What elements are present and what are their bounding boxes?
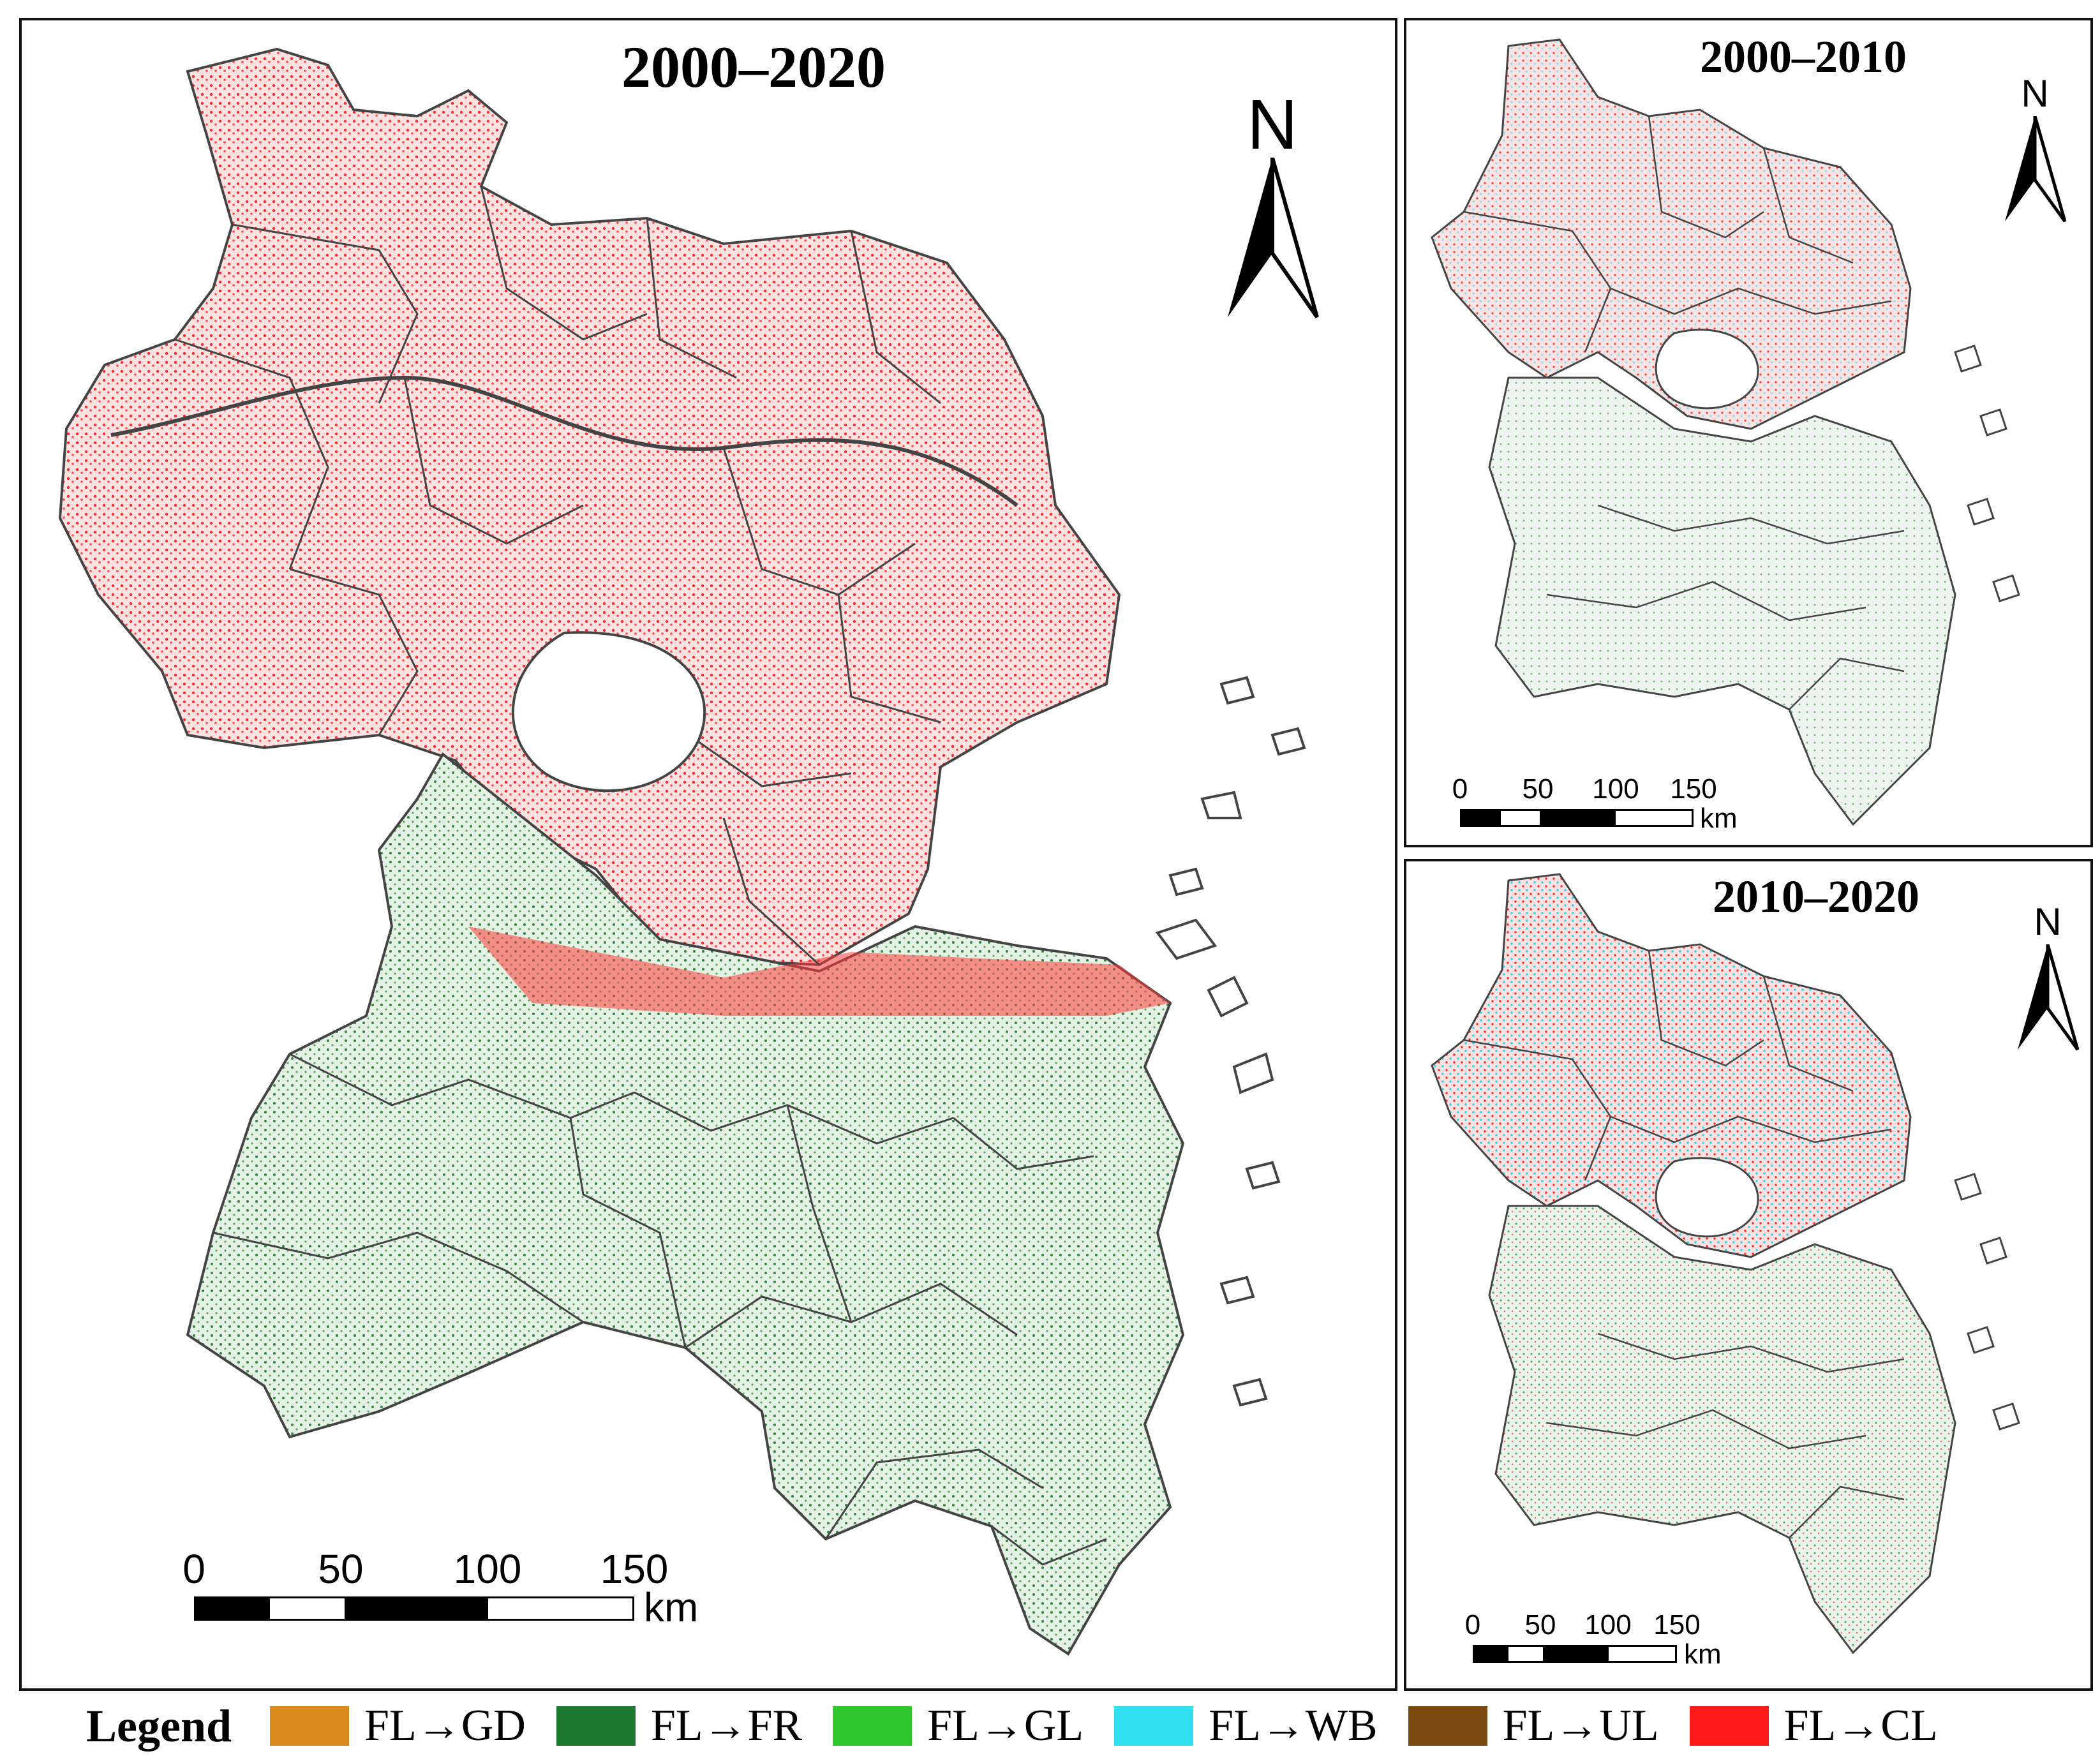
panel-title: 2000–2010 xyxy=(1700,31,1907,82)
north-label: N xyxy=(1247,86,1298,164)
region-map xyxy=(1431,873,2020,1655)
legend-label: FL→GL xyxy=(927,1701,1084,1750)
scale-tick: 100 xyxy=(1584,1609,1632,1640)
scale-bar: 0 50 100 150 km xyxy=(181,1545,698,1635)
scale-unit: km xyxy=(1700,803,1738,834)
scale-tick: 150 xyxy=(600,1546,669,1592)
legend-swatch xyxy=(833,1706,912,1746)
legend-item-ul: FL→UL xyxy=(1408,1700,1659,1752)
region-map xyxy=(1431,38,2020,826)
north-label: N xyxy=(2034,900,2062,943)
scale-tick: 50 xyxy=(1524,1609,1556,1640)
lake xyxy=(1655,1157,1759,1238)
offshore-islands xyxy=(1954,1173,2020,1431)
region-map xyxy=(58,47,1306,1656)
scale-bar-segments xyxy=(1473,1645,1677,1663)
legend-label: FL→UL xyxy=(1502,1701,1659,1750)
legend-label: FL→WB xyxy=(1209,1701,1378,1750)
river xyxy=(110,375,1018,507)
scale-unit: km xyxy=(1684,1639,1722,1670)
offshore-islands xyxy=(1954,345,2020,602)
central-urban-band xyxy=(468,926,1170,1016)
panel-title: 2000–2020 xyxy=(622,34,886,100)
legend-label: FL→FR xyxy=(650,1701,803,1750)
scale-tick: 100 xyxy=(453,1546,522,1592)
north-arrow-icon xyxy=(2005,116,2067,223)
north-arrow: N xyxy=(2000,71,2070,244)
scale-bar: 0 50 100 150 km xyxy=(1464,1609,1783,1673)
scale-tick: 50 xyxy=(318,1546,364,1592)
north-arrow: N xyxy=(2013,900,2083,1072)
southern-region xyxy=(1488,376,1956,826)
scale-tick: 0 xyxy=(1464,1609,1481,1640)
offshore-islands xyxy=(1155,676,1306,1407)
legend-swatch xyxy=(1689,1706,1769,1746)
map-panel-2000-2020: 2000–2020 N 0 50 100 150 km xyxy=(19,18,1397,1691)
scale-bar-segments xyxy=(1460,809,1694,827)
northern-region xyxy=(1431,38,1912,430)
district-boundaries xyxy=(1463,950,1905,1538)
scale-bar-segments xyxy=(194,1596,634,1621)
north-arrow: N xyxy=(1221,84,1323,327)
map-panel-2010-2020: 2010–2020 N 0 50 100 150 km xyxy=(1404,859,2093,1691)
legend-item-wb: FL→WB xyxy=(1114,1700,1378,1752)
northern-cropland-region xyxy=(58,47,1121,967)
legend-swatch xyxy=(1408,1706,1487,1746)
legend-label: FL→CL xyxy=(1784,1701,1938,1750)
legend-item-fr: FL→FR xyxy=(556,1700,802,1752)
scale-tick: 50 xyxy=(1522,773,1554,805)
legend-item-gd: FL→GD xyxy=(270,1700,526,1752)
legend-item-gl: FL→GL xyxy=(833,1700,1084,1752)
scale-tick: 0 xyxy=(1452,773,1468,805)
north-arrow-icon xyxy=(2018,944,2080,1051)
district-boundaries xyxy=(174,186,1107,1566)
map-panel-2000-2010: 2000–2010 N 0 50 100 150 km xyxy=(1404,18,2093,847)
panel-title: 2010–2020 xyxy=(1713,871,1919,922)
legend-swatch xyxy=(1114,1706,1194,1746)
legend-label: FL→GD xyxy=(364,1701,526,1750)
scale-tick: 100 xyxy=(1592,773,1639,805)
scale-tick: 0 xyxy=(182,1546,205,1592)
north-arrow-icon xyxy=(1228,158,1319,318)
district-boundaries xyxy=(1463,115,1905,710)
scale-unit: km xyxy=(644,1584,699,1630)
north-label: N xyxy=(2021,72,2049,115)
legend: Legend FL→GD FL→FR FL→GL FL→WB FL→UL FL→… xyxy=(86,1697,1969,1755)
lake xyxy=(1655,329,1759,410)
legend-swatch xyxy=(270,1706,350,1746)
northern-region xyxy=(1431,873,1912,1258)
legend-swatch xyxy=(556,1706,636,1746)
lake xyxy=(511,631,706,792)
legend-item-cl: FL→CL xyxy=(1689,1700,1938,1752)
scale-tick: 150 xyxy=(1670,773,1717,805)
scale-bar: 0 50 100 150 km xyxy=(1451,773,1770,837)
southern-region xyxy=(1488,1205,1956,1655)
scale-tick: 150 xyxy=(1653,1609,1701,1640)
legend-title: Legend xyxy=(86,1700,232,1752)
